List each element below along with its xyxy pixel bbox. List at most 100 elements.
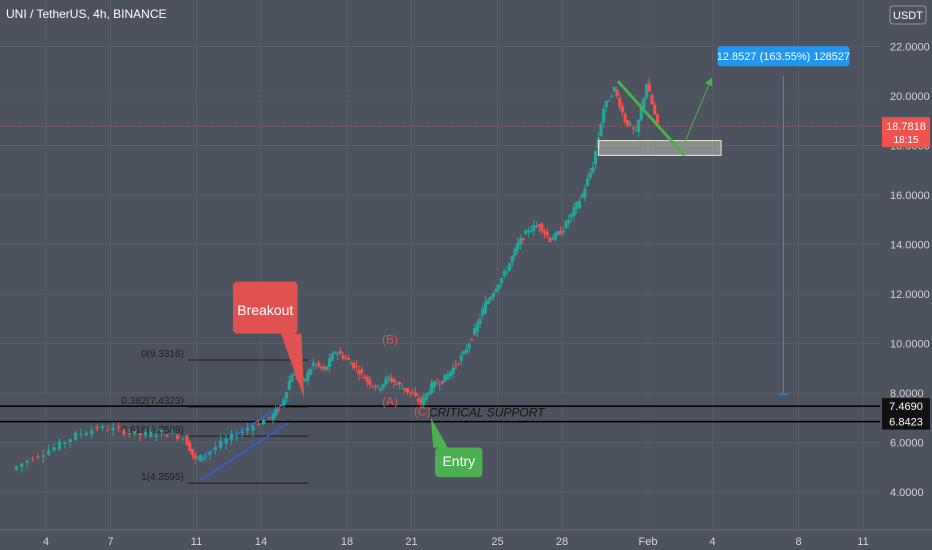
candle-body [79,433,83,435]
candle-body [443,374,447,382]
candle-body [344,358,348,360]
candle-body [610,96,614,98]
candle-body [14,466,19,470]
candle-body [143,432,148,436]
candle-body [47,450,51,455]
time-axis[interactable]: 4 7 11 14 18 21 25 28 Feb 4 8 11 [0,529,932,548]
y-tick-label: 6.0000 [890,438,924,450]
candle-body [204,455,208,457]
candle-body [583,188,587,198]
candle-body [370,385,375,387]
candle-body [149,432,153,437]
consolidation-box [598,140,722,156]
candle-body [127,433,131,435]
candle-body [176,435,180,440]
candle-body [181,438,185,440]
candle-body [593,150,598,165]
entry-callout-label: Entry [442,453,475,469]
candle-body [392,379,396,383]
candle-body [521,237,525,241]
candle-body [376,385,380,387]
candle-body [507,263,512,271]
candle-body [427,392,431,395]
x-tick-label: 4 [43,536,49,548]
currency-button[interactable] [889,5,927,25]
candle-body [90,430,94,435]
price-axis[interactable]: 4.0000 6.0000 8.0000 10.0000 12.0000 14.0000 1… [880,0,932,550]
candle-body [599,124,603,137]
candle-body [537,224,541,227]
y-tick-label: 4.0000 [890,487,924,499]
candle-body [561,230,565,233]
candle-body [650,94,654,105]
resistance-trendline [616,80,686,157]
candle-body [306,371,310,381]
candle-body [435,383,439,385]
x-tick-label: 8 [795,536,801,548]
candle-body [395,383,399,385]
candle-body [548,237,552,242]
candle-body [378,387,383,391]
candle-body [201,457,205,460]
candle-body [408,391,412,393]
candle-body [526,231,531,233]
candle-body [631,127,635,129]
fib-level-label: 0.618(6.2589) [122,425,184,436]
candle-body [491,292,496,298]
candle-body [335,353,340,355]
candle-body [483,302,488,314]
wave-label: (B) [382,333,398,347]
x-tick-label: Feb [639,536,658,548]
candle-body [198,454,203,462]
candle-body [282,398,286,406]
grid [0,0,880,530]
candle-body [464,349,469,353]
candle-body [360,369,364,373]
candle-body [486,299,490,305]
fibonacci-levels: 0(9.3316) 0.382(7.4323) 0.618(6.2589) 1(4.3… [0,349,880,484]
x-tick-label: 28 [556,536,568,548]
candle-body [564,220,568,229]
candle-body [170,433,174,435]
candle-body [274,409,278,416]
candle-body [327,358,332,367]
candle-body [373,387,377,389]
candle-body [588,172,592,178]
candle-body [309,369,313,375]
candle-body [540,223,544,232]
candle-body [213,447,217,451]
candle-body [411,393,415,395]
candle-body [494,289,498,292]
fib-level-label: 0.382(7.4323) [122,396,184,407]
candle-body [319,366,324,369]
candle-body [159,430,164,433]
candle-body [473,328,477,335]
candle-body [559,231,563,235]
candle-body [349,363,353,365]
candle-body [489,296,493,301]
candle-body [602,108,606,123]
fib-level-label: 0(9.3316) [141,349,184,360]
candle-body [424,393,428,400]
candle-body [451,367,455,375]
x-tick-label: 11 [191,536,202,548]
candle-body [365,376,369,382]
candle-body [645,84,649,98]
candle-body [478,318,482,324]
candle-body [322,366,326,370]
y-tick-label: 10.0000 [890,339,930,351]
candle-body [569,213,574,218]
candle-body [405,387,410,393]
candle-body [550,239,555,241]
candle-body [438,384,442,386]
candle-body [416,399,420,402]
candle-body [338,350,342,354]
candle-body [279,404,283,407]
candle-body [454,365,458,367]
projection-arrow [681,77,713,149]
candle-body [623,114,627,123]
breakout-callout-label: Breakout [237,302,293,318]
candle-body [384,378,388,385]
candle-body [106,429,110,431]
